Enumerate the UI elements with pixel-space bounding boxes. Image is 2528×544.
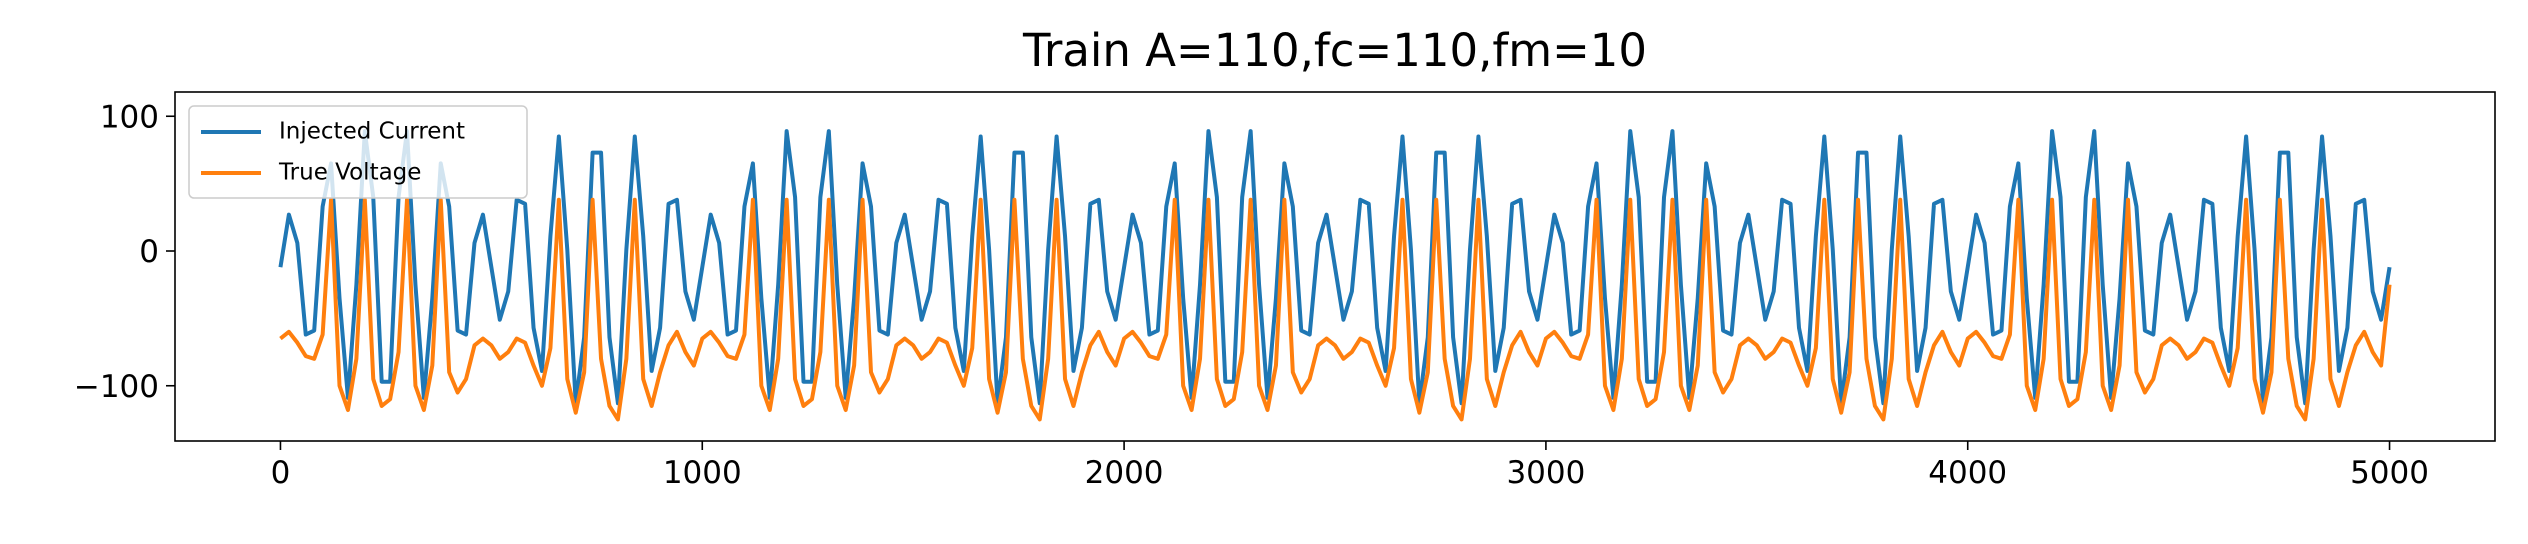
y-tick-label: 100 — [100, 99, 159, 135]
x-tick-label: 2000 — [1085, 455, 1164, 491]
series-line — [279, 197, 2392, 422]
legend-box — [188, 105, 528, 199]
y-tick-label: 0 — [139, 234, 159, 270]
legend-label: True Voltage — [278, 160, 421, 186]
plot-frame — [174, 91, 2496, 442]
legend-label: Injected Current — [279, 119, 465, 145]
x-tick-label: 3000 — [1506, 455, 1585, 491]
x-tick-label: 0 — [271, 455, 291, 491]
chart-title: Train A=110,fc=110,fm=10 — [1022, 24, 1647, 77]
x-tick-label: 1000 — [663, 455, 742, 491]
x-tick-label: 4000 — [1928, 455, 2007, 491]
series-line — [278, 129, 2392, 406]
y-tick-label: −100 — [74, 369, 159, 405]
x-tick-label: 5000 — [2350, 455, 2429, 491]
